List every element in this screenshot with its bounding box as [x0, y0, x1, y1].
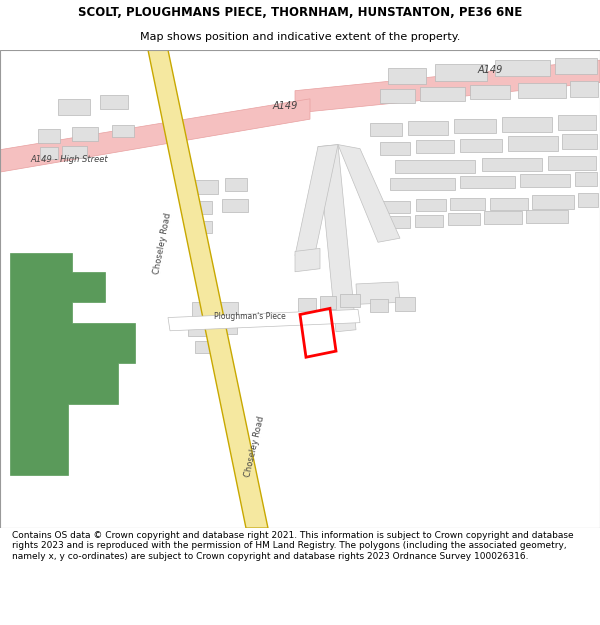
- Bar: [526, 210, 568, 223]
- Bar: [40, 147, 58, 159]
- Polygon shape: [148, 50, 268, 528]
- Text: Map shows position and indicative extent of the property.: Map shows position and indicative extent…: [140, 32, 460, 43]
- Bar: [370, 123, 402, 136]
- Text: Ploughman's Piece: Ploughman's Piece: [214, 312, 286, 321]
- Bar: [380, 216, 410, 228]
- Bar: [38, 129, 60, 142]
- Bar: [380, 89, 415, 103]
- Bar: [222, 199, 248, 212]
- Bar: [195, 341, 213, 353]
- Bar: [575, 172, 597, 186]
- Bar: [558, 115, 596, 131]
- Bar: [62, 146, 87, 158]
- Bar: [470, 84, 510, 99]
- Polygon shape: [168, 309, 360, 331]
- Bar: [408, 121, 448, 136]
- Bar: [395, 298, 415, 311]
- Text: Choseley Road: Choseley Road: [152, 212, 173, 275]
- Bar: [508, 136, 558, 151]
- Bar: [435, 64, 487, 81]
- Bar: [460, 176, 515, 188]
- Text: Choseley Road: Choseley Road: [244, 416, 266, 478]
- Bar: [532, 196, 574, 209]
- Bar: [225, 178, 247, 191]
- Text: SCOLT, PLOUGHMANS PIECE, THORNHAM, HUNSTANTON, PE36 6NE: SCOLT, PLOUGHMANS PIECE, THORNHAM, HUNST…: [78, 6, 522, 19]
- Bar: [502, 117, 552, 132]
- Bar: [450, 198, 485, 210]
- Bar: [415, 215, 443, 227]
- Bar: [416, 139, 454, 152]
- Polygon shape: [0, 99, 310, 172]
- Bar: [388, 68, 426, 84]
- Polygon shape: [318, 144, 356, 332]
- Bar: [482, 158, 542, 171]
- Bar: [188, 201, 212, 214]
- Text: A149 - High Street: A149 - High Street: [30, 156, 107, 164]
- Bar: [578, 194, 598, 207]
- Bar: [548, 156, 596, 170]
- Polygon shape: [295, 248, 320, 272]
- Polygon shape: [10, 254, 135, 475]
- Bar: [416, 199, 446, 211]
- Bar: [370, 299, 388, 312]
- Bar: [192, 302, 214, 316]
- Bar: [420, 87, 465, 101]
- Bar: [100, 95, 128, 109]
- Polygon shape: [356, 282, 400, 304]
- Bar: [215, 322, 237, 334]
- Polygon shape: [295, 60, 600, 113]
- Bar: [390, 178, 455, 191]
- Bar: [72, 127, 98, 141]
- Bar: [520, 174, 570, 188]
- Bar: [188, 322, 208, 336]
- Bar: [340, 294, 360, 308]
- Bar: [218, 302, 238, 316]
- Text: Contains OS data © Crown copyright and database right 2021. This information is : Contains OS data © Crown copyright and d…: [12, 531, 574, 561]
- Polygon shape: [295, 144, 338, 256]
- Bar: [518, 82, 566, 98]
- Bar: [112, 125, 134, 138]
- Bar: [375, 201, 410, 212]
- Bar: [58, 99, 90, 115]
- Bar: [555, 58, 597, 74]
- Bar: [320, 296, 336, 309]
- Bar: [190, 221, 212, 233]
- Bar: [380, 141, 410, 155]
- Bar: [448, 213, 480, 225]
- Text: A149: A149: [272, 101, 298, 111]
- Bar: [298, 298, 316, 312]
- Bar: [190, 180, 218, 194]
- Bar: [460, 139, 502, 152]
- Bar: [570, 81, 598, 97]
- Bar: [495, 60, 550, 76]
- Polygon shape: [338, 144, 400, 242]
- Bar: [490, 198, 528, 210]
- Bar: [395, 160, 475, 173]
- Text: A149: A149: [478, 66, 503, 76]
- Bar: [562, 134, 597, 149]
- Bar: [454, 119, 496, 133]
- Bar: [484, 211, 522, 224]
